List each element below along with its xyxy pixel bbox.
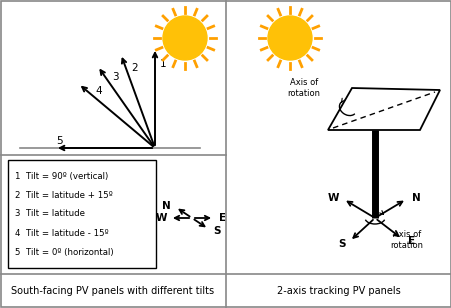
Text: 3  Tilt = latitude: 3 Tilt = latitude (15, 209, 85, 218)
Text: S: S (337, 239, 345, 249)
Text: W: W (327, 193, 339, 203)
Text: 5  Tilt = 0º (horizontal): 5 Tilt = 0º (horizontal) (15, 248, 113, 257)
Text: 2: 2 (131, 63, 138, 73)
Text: E: E (219, 213, 226, 223)
Text: 2-axis tracking PV panels: 2-axis tracking PV panels (276, 286, 400, 296)
Text: 4: 4 (96, 86, 102, 96)
Text: 1  Tilt = 90º (vertical): 1 Tilt = 90º (vertical) (15, 172, 108, 180)
Text: 1: 1 (159, 59, 166, 69)
Text: N: N (162, 201, 170, 211)
Text: 2  Tilt = latitude + 15º: 2 Tilt = latitude + 15º (15, 191, 112, 200)
Bar (8, 160, 156, 268)
Text: South-facing PV panels with different tilts: South-facing PV panels with different ti… (11, 286, 214, 296)
Text: Axis of
rotation: Axis of rotation (390, 230, 423, 250)
Circle shape (163, 16, 207, 60)
Text: 5: 5 (56, 136, 63, 146)
Text: S: S (213, 226, 221, 236)
Text: 4  Tilt = latitude - 15º: 4 Tilt = latitude - 15º (15, 229, 108, 237)
Text: W: W (155, 213, 166, 223)
Text: E: E (407, 236, 414, 246)
Text: Axis of
rotation: Axis of rotation (287, 78, 320, 98)
Circle shape (267, 16, 311, 60)
Text: 3: 3 (112, 72, 118, 82)
Text: N: N (411, 193, 420, 203)
